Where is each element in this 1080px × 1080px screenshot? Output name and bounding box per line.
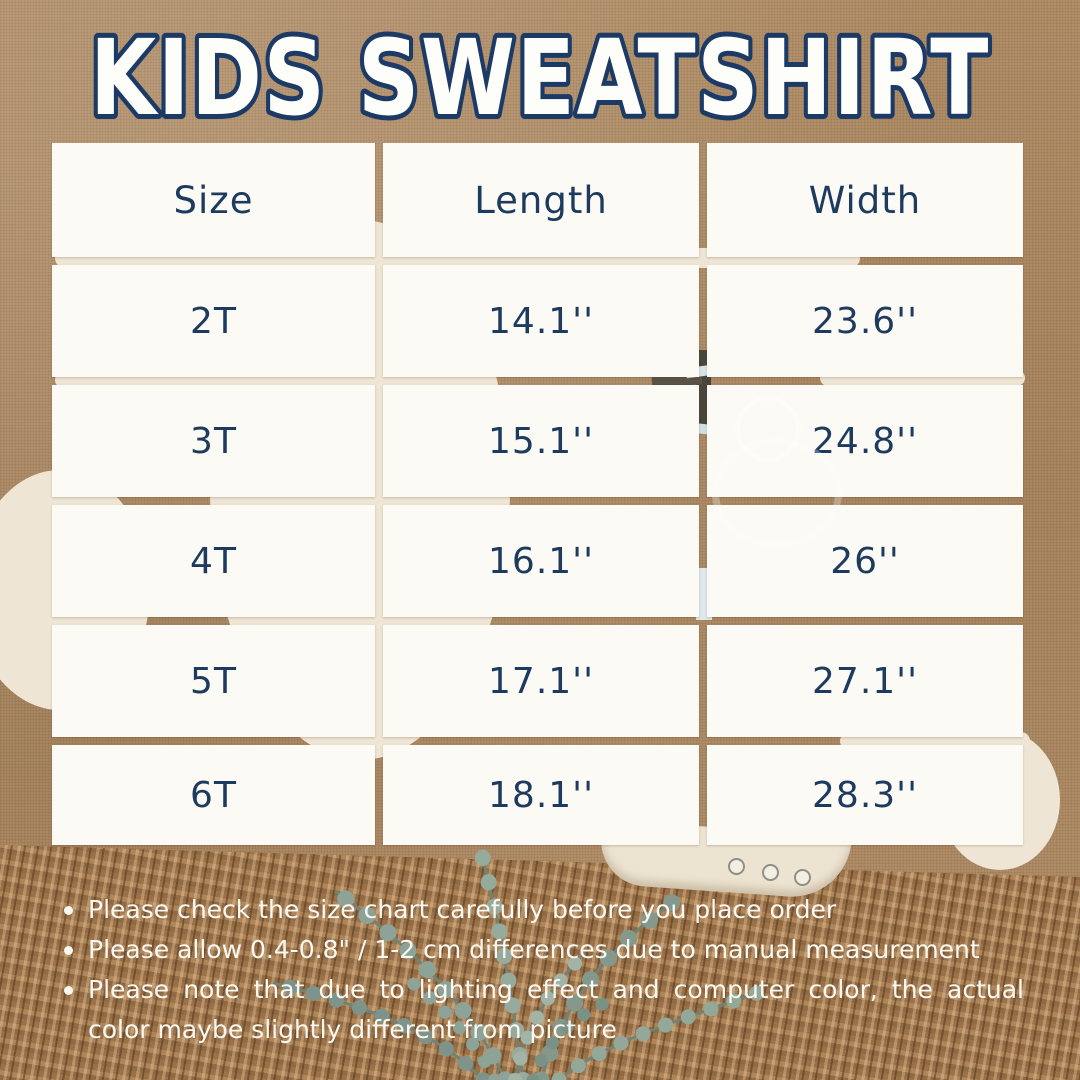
eucalyptus-plant bbox=[265, 843, 771, 1080]
size-chart-table: Size Length Width 2T 14.1'' 23.6'' 3T 15… bbox=[52, 143, 1023, 845]
cell-size-2t: 2T bbox=[52, 265, 375, 377]
header-size: Size bbox=[52, 143, 375, 257]
cell-size-5t: 5T bbox=[52, 625, 375, 737]
cell-length-2t: 14.1'' bbox=[383, 265, 699, 377]
cell-width-5t: 27.1'' bbox=[707, 625, 1023, 737]
romper-snap-button bbox=[728, 858, 745, 875]
romper-snap-button bbox=[794, 869, 811, 886]
note-item: Please check the size chart carefully be… bbox=[58, 890, 1024, 930]
cell-width-6t: 28.3'' bbox=[707, 745, 1023, 845]
cell-length-4t: 16.1'' bbox=[383, 505, 699, 617]
cell-length-3t: 15.1'' bbox=[383, 385, 699, 497]
title-banner: KIDS SWEATSHIRT bbox=[85, 14, 993, 144]
cell-size-6t: 6T bbox=[52, 745, 375, 845]
header-length: Length bbox=[383, 143, 699, 257]
page-title: KIDS SWEATSHIRT bbox=[90, 17, 990, 139]
cell-size-3t: 3T bbox=[52, 385, 375, 497]
romper-snap-button bbox=[762, 864, 779, 881]
wicker-mat-background bbox=[0, 845, 1080, 1080]
note-item: Please allow 0.4-0.8" / 1-2 cm differenc… bbox=[58, 930, 1024, 970]
cell-width-4t: 26'' bbox=[707, 505, 1023, 617]
header-width: Width bbox=[707, 143, 1023, 257]
notes-list: Please check the size chart carefully be… bbox=[58, 890, 1024, 1050]
cell-width-3t: 24.8'' bbox=[707, 385, 1023, 497]
cell-length-6t: 18.1'' bbox=[383, 745, 699, 845]
cell-length-5t: 17.1'' bbox=[383, 625, 699, 737]
cell-width-2t: 23.6'' bbox=[707, 265, 1023, 377]
note-item: Please note that due to lighting effect … bbox=[58, 970, 1024, 1050]
cell-size-4t: 4T bbox=[52, 505, 375, 617]
